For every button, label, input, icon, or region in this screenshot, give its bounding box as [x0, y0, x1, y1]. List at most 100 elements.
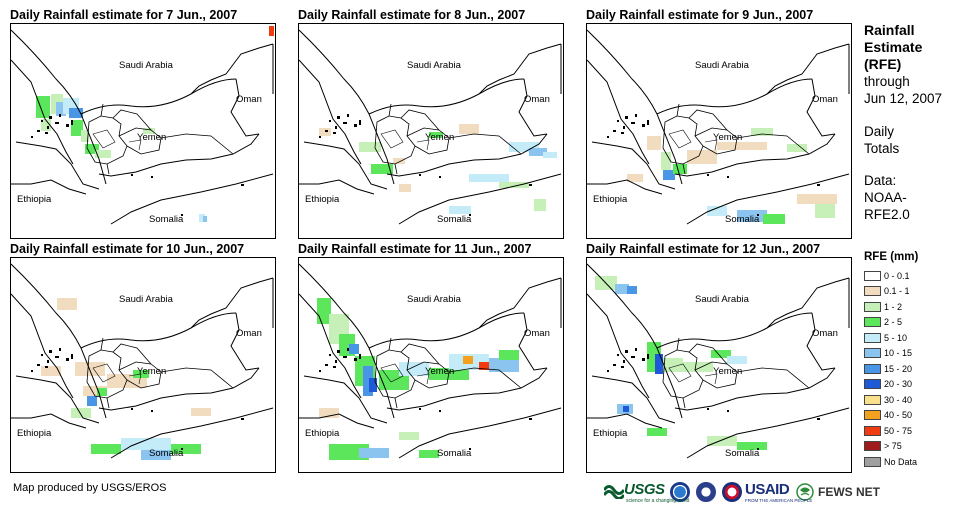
legend-item: 15 - 20 [864, 361, 917, 377]
usgs-tagline: science for a changing world [626, 498, 690, 504]
country-label-yemen: Yemen [425, 366, 455, 377]
legend-swatch [864, 379, 881, 390]
legend-label: 20 - 30 [884, 379, 913, 390]
data-source-line: RFE2.0 [864, 207, 910, 222]
legend-label: 40 - 50 [884, 410, 913, 421]
country-label-ethiopia: Ethiopia [17, 428, 52, 439]
legend-item: 1 - 2 [864, 299, 917, 315]
map-panel-jun11: Daily Rainfall estimate for 11 Jun., 200… [298, 241, 564, 473]
fews-globe-icon [796, 483, 814, 501]
country-label-yemen: Yemen [425, 132, 455, 143]
credit-text: Map produced by USGS/EROS [13, 482, 167, 494]
legend-item: 20 - 30 [864, 377, 917, 393]
legend: 0 - 0.1 0.1 - 1 1 - 2 2 - 5 5 - 10 10 - 15 15 … [864, 268, 917, 470]
country-label-ethiopia: Ethiopia [593, 428, 628, 439]
legend-swatch [864, 301, 881, 312]
usgs-wave-icon [604, 485, 624, 499]
legend-label: > 75 [884, 441, 902, 452]
country-label-yemen: Yemen [713, 366, 743, 377]
rainfall-map: Saudi Arabia Oman Yemen Ethiopia Somalia [10, 23, 276, 239]
panel-title: Daily Rainfall estimate for 12 Jun., 200… [586, 242, 821, 256]
country-label-somalia: Somalia [149, 214, 184, 225]
map-geometry [587, 263, 850, 459]
logo-strip: USGS science for a changing world USAID … [604, 479, 880, 505]
totals-line: Daily [864, 124, 895, 139]
rainfall-overlay [36, 26, 274, 222]
country-label-oman: Oman [236, 328, 262, 339]
map-panel-jun10: Daily Rainfall estimate for 10 Jun., 200… [10, 241, 276, 473]
rainfall-map: Saudi Arabia Oman Yemen Ethiopia Somalia [298, 23, 564, 239]
country-label-saudi: Saudi Arabia [695, 294, 749, 305]
legend-item: 2 - 5 [864, 315, 917, 331]
map-geometry [299, 29, 562, 225]
legend-label: 10 - 15 [884, 348, 913, 359]
country-label-saudi: Saudi Arabia [407, 60, 461, 71]
usaid-wordmark: USAID [745, 481, 790, 498]
rainfall-overlay [317, 298, 519, 460]
legend-label: 2 - 5 [884, 317, 903, 328]
rainfall-overlay [319, 124, 557, 214]
through-label: through [864, 74, 910, 89]
legend-label: 0 - 0.1 [884, 270, 910, 281]
legend-swatch [864, 317, 881, 328]
map-geometry [11, 263, 274, 460]
country-label-oman: Oman [812, 328, 838, 339]
country-label-somalia: Somalia [725, 214, 760, 225]
rainfall-overlay [595, 276, 767, 450]
legend-item: 10 - 15 [864, 346, 917, 362]
legend-item: 40 - 50 [864, 408, 917, 424]
legend-swatch [864, 286, 881, 297]
legend-swatch [864, 441, 881, 452]
noaa-logo-icon [670, 482, 690, 502]
country-label-oman: Oman [812, 94, 838, 105]
legend-swatch [864, 363, 881, 374]
legend-label: 0.1 - 1 [884, 286, 910, 297]
legend-label: 1 - 2 [884, 301, 903, 312]
country-label-somalia: Somalia [437, 448, 472, 459]
usgs-wordmark: USGS [624, 481, 665, 498]
country-label-somalia: Somalia [725, 448, 760, 459]
usgs-logo: USGS science for a changing world [604, 479, 689, 505]
totals-line: Totals [864, 141, 900, 156]
dhs-seal-icon [696, 482, 716, 502]
map-panel-jun9: Daily Rainfall estimate for 9 Jun., 2007… [586, 7, 852, 239]
usaid-tagline: FROM THE AMERICAN PEOPLE [745, 498, 813, 503]
country-label-ethiopia: Ethiopia [305, 428, 340, 439]
map-geometry [11, 26, 274, 225]
country-label-saudi: Saudi Arabia [407, 294, 461, 305]
country-label-saudi: Saudi Arabia [119, 294, 173, 305]
country-label-saudi: Saudi Arabia [695, 60, 749, 71]
legend-item: 0.1 - 1 [864, 284, 917, 300]
legend-swatch [864, 348, 881, 359]
legend-label: 50 - 75 [884, 425, 913, 436]
legend-swatch [864, 394, 881, 405]
country-label-saudi: Saudi Arabia [119, 60, 173, 71]
panel-title: Daily Rainfall estimate for 10 Jun., 200… [10, 242, 245, 256]
legend-swatch [864, 270, 881, 281]
country-label-oman: Oman [524, 94, 550, 105]
map-description: Rainfall Estimate (RFE) through Jun 12, … [864, 22, 964, 223]
rainfall-map: Saudi Arabia Oman Yemen Ethiopia Somalia [586, 257, 852, 473]
rainfall-map: Saudi Arabia Oman Yemen Ethiopia Somalia [298, 257, 564, 473]
rainfall-overlay [627, 128, 837, 224]
rainfall-map: Saudi Arabia Oman Yemen Ethiopia Somalia [10, 257, 276, 473]
data-source-line: NOAA- [864, 190, 907, 205]
legend-item: > 75 [864, 439, 917, 455]
country-label-oman: Oman [236, 94, 262, 105]
legend-swatch [864, 332, 881, 343]
legend-item: 5 - 10 [864, 330, 917, 346]
country-label-somalia: Somalia [149, 448, 184, 459]
country-label-ethiopia: Ethiopia [17, 194, 52, 205]
country-label-ethiopia: Ethiopia [305, 194, 340, 205]
legend-label: 5 - 10 [884, 332, 908, 343]
panel-title: Daily Rainfall estimate for 7 Jun., 2007 [10, 8, 238, 22]
legend-item: 50 - 75 [864, 423, 917, 439]
map-geometry [587, 29, 850, 225]
through-date: Jun 12, 2007 [864, 91, 943, 106]
panel-title: Daily Rainfall estimate for 8 Jun., 2007 [298, 8, 526, 22]
country-label-yemen: Yemen [137, 366, 167, 377]
fews-net-wordmark: FEWS NET [818, 485, 880, 499]
legend-item: 30 - 40 [864, 392, 917, 408]
map-panel-jun8: Daily Rainfall estimate for 8 Jun., 2007… [298, 7, 564, 239]
legend-item: No Data [864, 454, 917, 470]
